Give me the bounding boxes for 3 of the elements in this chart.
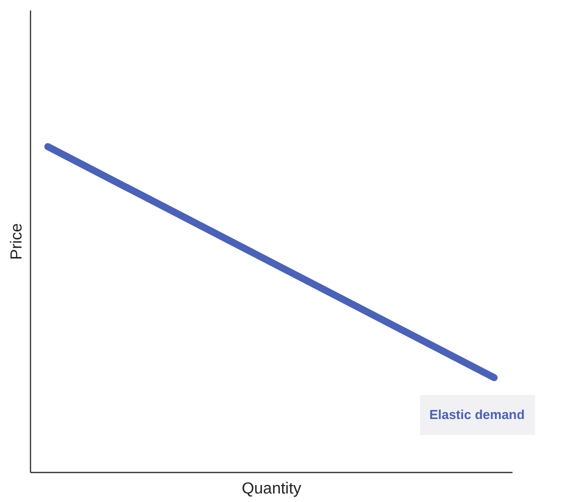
- x-axis-title: Quantity: [242, 480, 302, 498]
- y-axis-title: Price: [8, 223, 26, 260]
- annotation: Elastic demand: [429, 407, 525, 422]
